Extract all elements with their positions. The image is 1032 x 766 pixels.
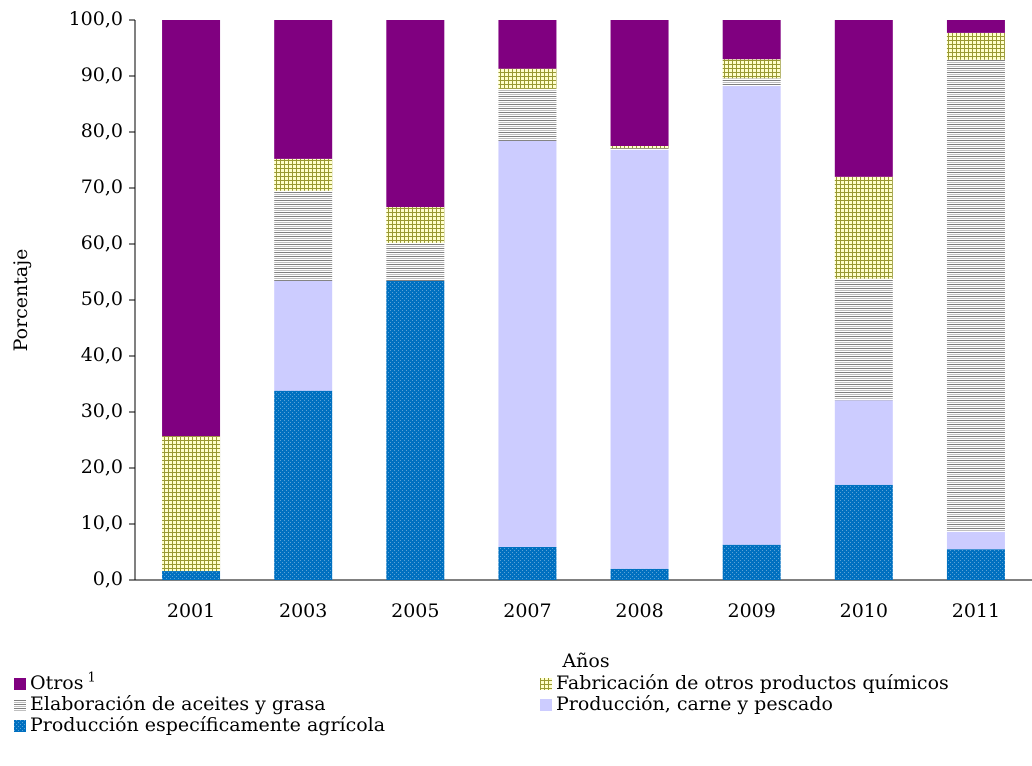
x-axis-label: Años (561, 650, 609, 672)
x-tick-label: 2010 (840, 600, 888, 622)
bar-segment (386, 207, 445, 243)
bar-segment (610, 146, 669, 149)
x-tick-label: 2008 (615, 600, 663, 622)
bar-segment (946, 549, 1005, 580)
bar-segment (274, 390, 333, 580)
bar-segment (610, 20, 669, 146)
y-tick-label: 90,0 (81, 64, 123, 86)
y-tick-label: 60,0 (81, 232, 123, 254)
bar-segment (722, 59, 781, 79)
bar-segment (610, 148, 669, 150)
bar-segment (834, 278, 893, 401)
bar-segment (386, 280, 445, 580)
bar-segment (834, 484, 893, 580)
legend-label: Elaboración de aceites y grasa (30, 693, 326, 715)
bar-segment (834, 400, 893, 485)
bar-segment (498, 140, 557, 547)
bar-segment (610, 568, 669, 580)
bar-segment (722, 20, 781, 60)
bar-segment (498, 546, 557, 580)
bar-segment (162, 20, 221, 437)
bar-segment (498, 20, 557, 69)
legend-label: Otros (30, 672, 83, 694)
x-tick-label: 2011 (952, 600, 1000, 622)
x-tick-label: 2003 (279, 600, 327, 622)
x-tick-label: 2001 (167, 600, 215, 622)
x-tick-label: 2005 (391, 600, 439, 622)
x-tick-label: 2009 (728, 600, 776, 622)
y-axis-label: Porcentaje (10, 249, 32, 352)
legend-label: Producción específicamente agrícola (30, 714, 385, 736)
bar-segment (274, 158, 333, 191)
bar-segment (610, 149, 669, 569)
y-tick-label: 10,0 (81, 512, 123, 534)
bar-segment (386, 20, 445, 208)
y-tick-label: 20,0 (81, 456, 123, 478)
bar-segment (722, 544, 781, 580)
bar-segment (722, 86, 781, 545)
y-tick-label: 80,0 (81, 120, 123, 142)
bar-segment (946, 32, 1005, 60)
y-tick-label: 0,0 (93, 568, 123, 590)
legend-label: Fabricación de otros productos químicos (556, 672, 949, 694)
x-tick-label: 2007 (503, 600, 551, 622)
y-tick-label: 100,0 (69, 8, 123, 30)
bar-segment (946, 531, 1005, 550)
legend-swatch (14, 699, 26, 711)
legend-swatch (540, 678, 552, 690)
bar-segment (162, 571, 221, 580)
bar-segment (274, 20, 333, 159)
legend-swatch (14, 720, 26, 732)
bar-segment (722, 78, 781, 87)
bar-segment (834, 20, 893, 177)
legend-swatch (540, 699, 552, 711)
y-tick-label: 40,0 (81, 344, 123, 366)
bar-segment (274, 190, 333, 281)
y-tick-label: 70,0 (81, 176, 123, 198)
y-tick-label: 30,0 (81, 400, 123, 422)
legend-superscript: 1 (87, 671, 95, 686)
bar-segment (498, 68, 557, 89)
bar-segment (386, 242, 445, 281)
bar-segment (834, 176, 893, 279)
legend-swatch (14, 678, 26, 690)
bar-segment (946, 59, 1005, 532)
bar-segment (162, 436, 221, 572)
y-tick-label: 50,0 (81, 288, 123, 310)
bar-segment (274, 280, 333, 391)
legend-label: Producción, carne y pescado (556, 693, 833, 715)
bar-segment (946, 20, 1005, 33)
bar-segment (498, 88, 557, 141)
